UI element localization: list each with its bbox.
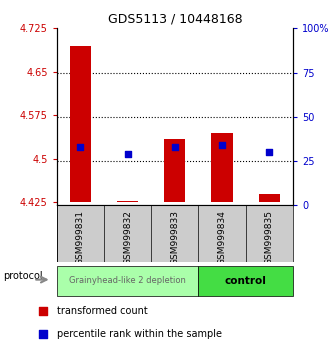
Text: Grainyhead-like 2 depletion: Grainyhead-like 2 depletion [69,276,186,285]
Point [78,144,83,150]
Text: GSM999834: GSM999834 [217,210,227,265]
Text: percentile rank within the sample: percentile rank within the sample [57,329,221,339]
Bar [198,266,293,296]
Bar [259,194,280,202]
Bar [164,138,185,202]
Bar [57,266,198,296]
Text: transformed count: transformed count [57,306,148,316]
Text: GSM999832: GSM999832 [123,210,132,265]
Point [125,151,130,157]
Point [172,144,177,150]
Title: GDS5113 / 10448168: GDS5113 / 10448168 [108,13,242,26]
Text: GSM999835: GSM999835 [265,210,274,265]
Bar [117,201,138,202]
Text: GSM999831: GSM999831 [76,210,85,265]
Bar [70,46,91,202]
Text: protocol: protocol [3,271,43,281]
Point [219,142,225,148]
Point [267,149,272,155]
Bar [211,133,233,202]
Text: GSM999833: GSM999833 [170,210,179,265]
Text: control: control [225,275,267,286]
